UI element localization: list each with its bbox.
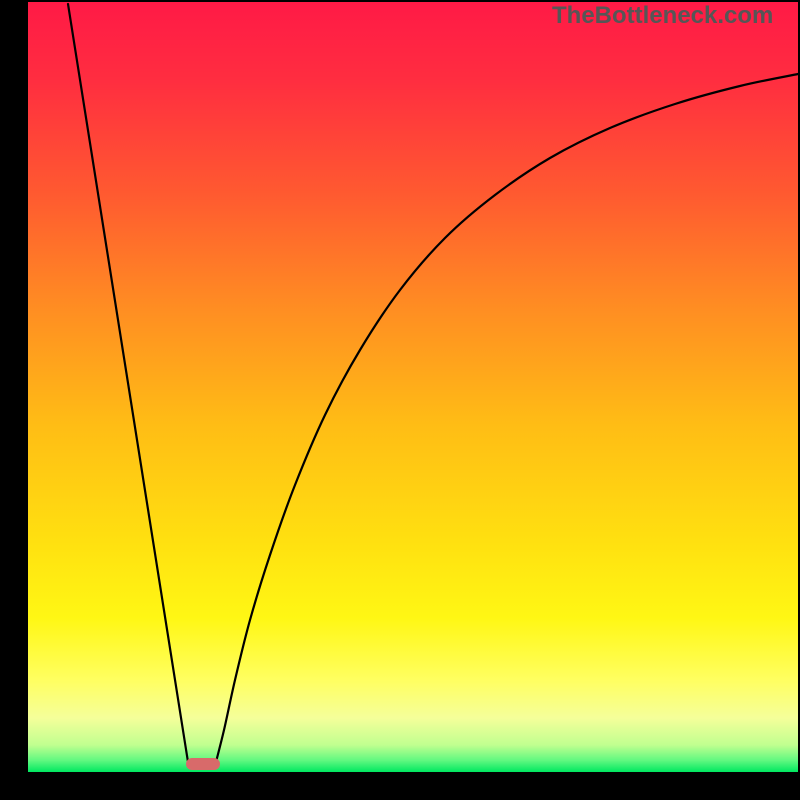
plot-background-gradient — [28, 2, 798, 772]
minimum-marker — [186, 758, 220, 770]
watermark-text: TheBottleneck.com — [552, 2, 773, 30]
chart-root: TheBottleneck.com — [0, 0, 800, 800]
